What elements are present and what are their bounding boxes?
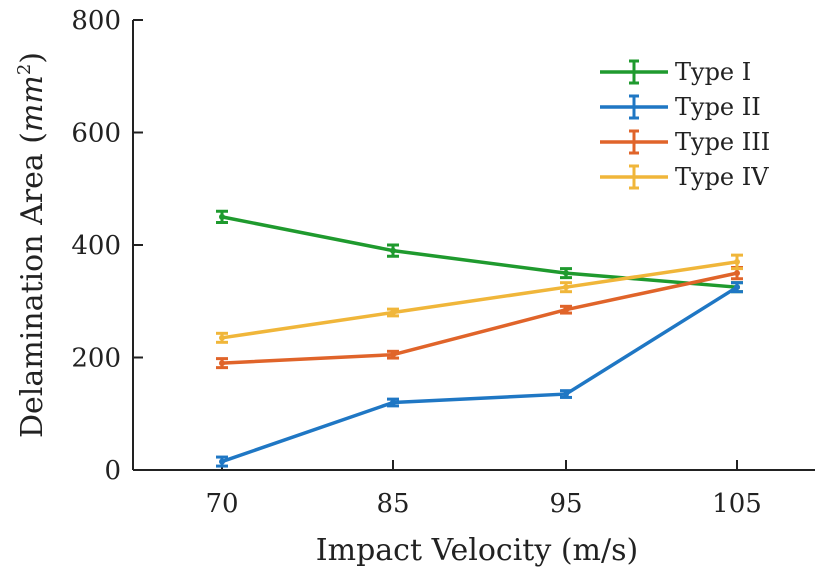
y-tick-label: 600 (71, 119, 121, 149)
data-point (219, 459, 225, 465)
data-point (390, 248, 396, 254)
y-tick-label: 800 (71, 6, 121, 36)
series-4 (216, 255, 743, 342)
legend-label: Type IV (675, 163, 769, 191)
data-point (390, 310, 396, 316)
data-point (219, 360, 225, 366)
x-tick-label: 105 (712, 489, 762, 519)
y-tick-label: 400 (71, 231, 121, 261)
data-point (563, 307, 569, 313)
legend-entry: Type I (600, 58, 751, 86)
series-line (222, 217, 737, 287)
data-point (734, 270, 740, 276)
legend-entry: Type IV (600, 163, 769, 191)
y-tick-label: 200 (71, 344, 121, 374)
legend-entry: Type II (600, 93, 761, 121)
series-line (222, 273, 737, 363)
y-axis-title-unit: mm (15, 75, 50, 132)
series-line (222, 262, 737, 338)
data-point (563, 391, 569, 397)
y-axis-title-suffix: ) (15, 52, 50, 64)
legend-label: Type I (675, 58, 751, 86)
data-point (219, 335, 225, 341)
y-axis-title-exponent: 2 (14, 64, 35, 75)
data-point (563, 284, 569, 290)
x-tick-label: 85 (376, 489, 409, 519)
series-2 (216, 283, 743, 466)
x-tick-label: 70 (205, 489, 238, 519)
legend: Type I Type II Type III Type IV (600, 58, 770, 191)
data-point (734, 259, 740, 265)
y-axis-title-prefix: Delamination Area ( (15, 132, 50, 438)
y-tick-label: 0 (104, 456, 121, 486)
x-axis-title: Impact Velocity (m/s) (316, 533, 638, 568)
legend-label: Type II (675, 93, 761, 121)
data-point (219, 214, 225, 220)
y-axis-title: Delamination Area (mm2) (14, 52, 50, 438)
data-point (563, 270, 569, 276)
legend-entry: Type III (600, 128, 770, 156)
x-tick-label: 95 (549, 489, 582, 519)
data-point (390, 400, 396, 406)
series-1 (216, 211, 743, 291)
series-line (222, 287, 737, 461)
data-point (734, 284, 740, 290)
data-point (390, 352, 396, 358)
legend-label: Type III (675, 128, 770, 156)
series-layer (216, 211, 743, 466)
